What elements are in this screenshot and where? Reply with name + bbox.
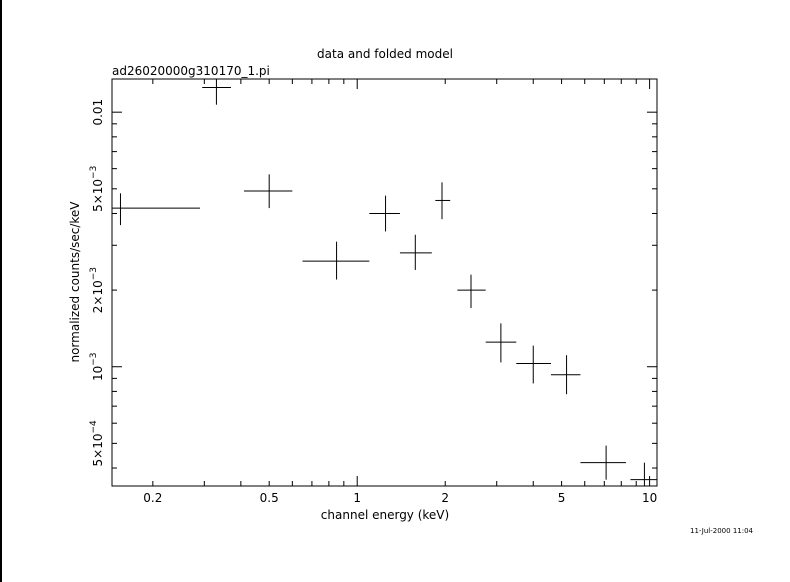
data-point <box>435 182 451 220</box>
x-tick-label: 5 <box>558 491 566 505</box>
x-axis-label: channel energy (keV) <box>321 508 449 522</box>
chart-subtitle: ad26020000g310170_1.pi <box>112 64 270 78</box>
x-tick-label: 1 <box>353 491 361 505</box>
data-point <box>112 193 201 226</box>
y-axis-ticks <box>112 111 657 469</box>
x-tick-labels: 0.2 0.5 1 2 5 10 <box>143 491 657 505</box>
chart-title: data and folded model <box>317 47 453 61</box>
data-point <box>202 79 231 105</box>
data-point <box>516 345 551 384</box>
y-tick-labels: 5×10−4 10−3 2×10−3 5×10−3 0.01 <box>89 99 105 467</box>
x-tick-label: 0.2 <box>143 491 162 505</box>
data-point <box>630 462 657 486</box>
data-point <box>369 195 400 232</box>
data-points <box>112 79 657 486</box>
data-point <box>243 174 293 209</box>
plot-frame <box>111 78 658 487</box>
x-axis-ticks <box>152 79 651 486</box>
x-tick-label: 10 <box>642 491 657 505</box>
data-point <box>457 274 486 309</box>
data-point <box>580 445 626 480</box>
x-tick-label: 2 <box>441 491 449 505</box>
y-tick-label: 0.01 <box>91 99 105 126</box>
y-tick-label: 5×10−4 <box>89 420 105 467</box>
y-tick-label: 5×10−3 <box>89 166 105 212</box>
x-tick-label: 0.5 <box>260 491 279 505</box>
data-point <box>550 355 581 395</box>
data-point <box>302 241 370 280</box>
y-tick-label: 10−3 <box>89 352 105 381</box>
timestamp: 11-Jul-2000 11:04 <box>690 527 754 535</box>
window-left-edge <box>0 0 2 582</box>
y-axis-label: normalized counts/sec/keV <box>68 201 82 363</box>
data-point <box>399 234 432 270</box>
data-point <box>485 323 517 363</box>
y-tick-label: 2×10−3 <box>89 267 105 313</box>
